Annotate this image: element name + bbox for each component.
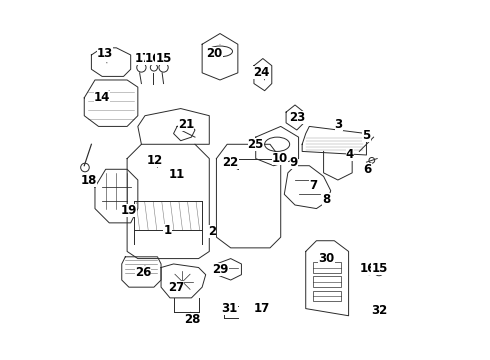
Text: 30: 30: [318, 252, 335, 265]
Text: 27: 27: [168, 281, 184, 294]
Text: 22: 22: [222, 156, 239, 168]
Text: 15: 15: [155, 52, 172, 65]
Text: 15: 15: [371, 262, 388, 275]
Text: 9: 9: [290, 156, 298, 168]
Text: 17: 17: [254, 302, 270, 315]
Text: 31: 31: [221, 302, 238, 315]
Text: 6: 6: [364, 163, 371, 176]
Text: 21: 21: [178, 118, 194, 131]
Text: 19: 19: [121, 204, 137, 217]
Text: 14: 14: [94, 91, 110, 104]
Text: 3: 3: [335, 118, 343, 131]
Text: 2: 2: [208, 225, 216, 238]
Text: 1: 1: [164, 224, 171, 237]
Text: 16: 16: [145, 52, 161, 65]
Text: 12: 12: [147, 154, 163, 167]
Text: 24: 24: [253, 66, 270, 80]
Text: 10: 10: [271, 152, 288, 165]
Text: 28: 28: [184, 312, 200, 326]
Text: 32: 32: [371, 304, 387, 317]
Bar: [313, 291, 342, 301]
Text: 11: 11: [168, 168, 185, 181]
Text: 16: 16: [359, 262, 376, 275]
Text: 5: 5: [362, 129, 371, 142]
Text: 7: 7: [309, 179, 317, 192]
Text: 18: 18: [81, 174, 97, 187]
Text: 29: 29: [213, 263, 229, 276]
Text: 23: 23: [289, 111, 305, 124]
Text: 20: 20: [206, 44, 223, 60]
Bar: [313, 276, 342, 287]
Text: 4: 4: [345, 148, 354, 162]
Bar: [313, 262, 342, 273]
Text: 8: 8: [322, 193, 331, 206]
Text: 25: 25: [247, 138, 264, 151]
Text: 26: 26: [135, 266, 151, 279]
Text: 17: 17: [134, 52, 150, 65]
Text: 13: 13: [97, 47, 113, 63]
